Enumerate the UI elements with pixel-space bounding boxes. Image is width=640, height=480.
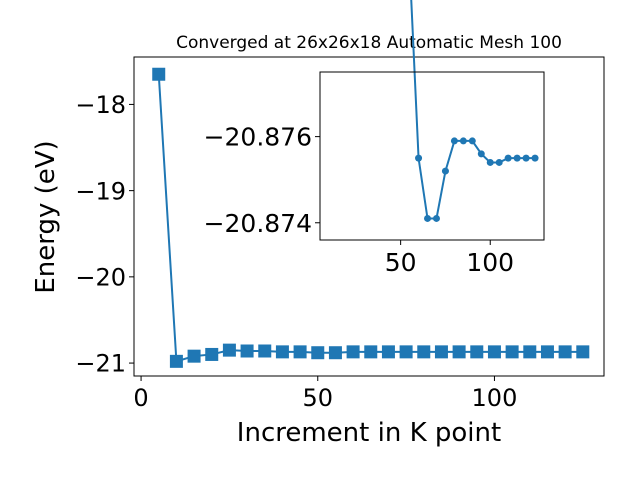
main-axes: 0 50 100 −21 −20 −19 −18 [75,91,517,412]
inset-data-point [504,154,512,162]
main-data-point [399,345,413,359]
inset-data-point [486,158,494,166]
inset-data-point [441,167,449,175]
inset-data-point [424,214,432,222]
inset-y-tick-label: −20.876 [204,123,312,152]
main-data-point [293,345,307,359]
main-y-tick-label: −19 [75,177,126,205]
main-data-point [417,345,431,359]
main-data-point [540,345,554,359]
inset-data-point [477,150,485,158]
main-data-point [258,344,272,358]
inset-data-point [495,158,503,166]
inset-y-tick-label: −20.874 [204,209,312,238]
main-data-point [434,345,448,359]
main-data-point [558,345,572,359]
main-data-point [205,347,219,361]
main-series [152,67,590,368]
inset-plot-frame [319,71,545,241]
main-data-point [187,349,201,363]
main-data-point [222,343,236,357]
inset-data-point [522,154,530,162]
main-data-point [452,345,466,359]
main-data-point [328,346,342,360]
main-plot-frame [133,56,605,377]
main-data-point [505,345,519,359]
main-data-point [576,345,590,359]
main-y-tick-label: −18 [75,91,126,119]
main-x-tick-label: 0 [133,384,148,412]
inset-series [410,0,539,222]
main-data-point [169,354,183,368]
main-data-point [523,345,537,359]
inset-data-point [459,137,467,145]
chart-title: Converged at 26x26x18 Automatic Mesh 100 [176,33,562,53]
main-x-tick-label: 100 [472,384,518,412]
inset-data-point [531,154,539,162]
main-y-tick-label: −21 [75,350,126,378]
inset-x-tick-label: 100 [466,248,514,277]
main-x-tick-label: 50 [302,384,333,412]
inset-x-tick-label: 50 [385,248,417,277]
x-axis-label: Increment in K point [237,418,501,448]
main-data-point [470,345,484,359]
main-data-point [152,67,166,81]
inset-data-point [468,137,476,145]
main-data-point [311,346,325,360]
main-data-point [275,345,289,359]
main-data-point [364,345,378,359]
inset-data-point [415,154,423,162]
main-data-point [346,345,360,359]
main-data-point [381,345,395,359]
main-y-tick-label: −20 [75,263,126,291]
main-data-point [487,345,501,359]
y-axis-label: Energy (eV) [31,140,61,293]
main-data-point [240,344,254,358]
inset-data-point [432,214,440,222]
inset-axes: 50 100 −20.876 −20.874 [204,123,515,277]
inset-data-point [513,154,521,162]
inset-data-point [450,137,458,145]
